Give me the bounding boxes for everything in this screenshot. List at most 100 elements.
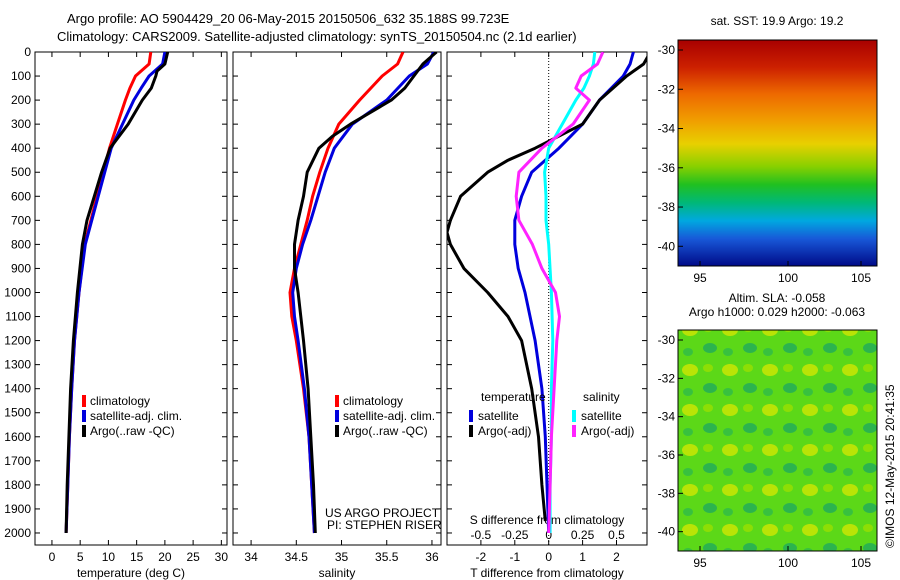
- series-line-argo-raw-qc-: [293, 52, 438, 534]
- x-tick-label: 35.5: [375, 550, 399, 564]
- map-x-tick-label: 95: [693, 271, 707, 285]
- x-tick-label: 36: [425, 550, 439, 564]
- y-tick-label: 1000: [4, 285, 31, 299]
- y-tick-label: 1200: [4, 334, 31, 348]
- map-frame: [677, 39, 878, 267]
- y-tick-label: 0: [24, 45, 31, 59]
- y-tick-label: 700: [11, 213, 31, 227]
- x-axis-label: temperature (deg C): [77, 566, 185, 580]
- x2-tick-label: -0.25: [501, 528, 529, 542]
- sla-map-subtitle: Argo h1000: 0.029 h2000: -0.063: [689, 305, 865, 319]
- legend-entry: Argo(..raw -QC): [90, 424, 175, 438]
- project-label: US ARGO PROJECT: [325, 506, 440, 520]
- series-line-argo-adj-: [447, 54, 647, 522]
- y-tick-label: 2000: [4, 526, 31, 540]
- x-axis-label: T difference from climatology: [470, 566, 624, 580]
- legend-swatch: [82, 410, 86, 422]
- x-tick-label: 0: [545, 550, 552, 564]
- map-x-tick-label: 100: [778, 556, 798, 570]
- figure-title-line2: Climatology: CARS2009. Satellite-adjuste…: [57, 29, 577, 44]
- legend-entry: satellite: [478, 409, 519, 423]
- y-tick-label: 1100: [5, 310, 31, 324]
- legend-entry: satellite: [581, 409, 622, 423]
- x-tick-label: 1: [579, 550, 586, 564]
- y-tick-label: 1600: [4, 430, 31, 444]
- plot-frame: [34, 51, 228, 546]
- y-tick-label: 300: [11, 117, 31, 131]
- x-tick-label: 20: [158, 550, 172, 564]
- x-tick-label: 34.5: [285, 550, 309, 564]
- y-tick-label: 200: [11, 93, 31, 107]
- y-tick-label: 1800: [4, 478, 31, 492]
- map-frame: [677, 329, 878, 552]
- y-tick-label: 1700: [4, 454, 31, 468]
- legend-entry: climatology: [90, 394, 150, 408]
- map-y-tick-label: -36: [658, 161, 676, 175]
- legend-entry: Argo(-adj): [478, 424, 531, 438]
- x2-tick-label: 0.5: [608, 528, 625, 542]
- figure-title-line1: Argo profile: AO 5904429_20 06-May-2015 …: [67, 11, 510, 26]
- plot-frame: [232, 51, 442, 546]
- map-y-tick-label: -32: [658, 371, 676, 385]
- legend-swatch: [335, 395, 339, 407]
- legend-swatch: [335, 410, 339, 422]
- legend-swatch: [82, 425, 86, 437]
- legend-entry: Argo(..raw -QC): [343, 424, 428, 438]
- legend-entry: Argo(-adj): [581, 424, 634, 438]
- x2-tick-label: -0.5: [471, 528, 492, 542]
- y-tick-label: 1300: [4, 358, 31, 372]
- sla-map-title: Altim. SLA: -0.058: [729, 291, 826, 305]
- legend-entry: satellite-adj. clim.: [90, 409, 182, 423]
- y-tick-label: 1400: [4, 382, 31, 396]
- panel-salinity-profile: 34 34.5 35 35.5 36 salinity climatologysatelli…: [232, 51, 442, 580]
- map-x-tick-label: 105: [851, 271, 871, 285]
- x-tick-label: 30: [215, 550, 229, 564]
- x-tick-label: -2: [476, 550, 487, 564]
- x2-tick-label: 0: [545, 528, 552, 542]
- map-x-tick-label: 105: [851, 556, 871, 570]
- map-y-tick-label: -34: [658, 122, 676, 136]
- y-tick-label: 500: [11, 165, 31, 179]
- map-y-tick-label: -38: [658, 486, 676, 500]
- y-tick-label: 900: [11, 261, 31, 275]
- panel-difference-profile: -2 -1 0 1 2 T difference from climatology -0.5…: [446, 51, 648, 580]
- x2-tick-label: 0.25: [571, 528, 595, 542]
- pi-label: PI: STEPHEN RISER: [327, 518, 442, 532]
- x-tick-label: 5: [77, 550, 84, 564]
- x-tick-label: -1: [509, 550, 520, 564]
- map-field: [678, 40, 877, 266]
- y-tick-label: 800: [11, 237, 31, 251]
- x-tick-label: 0: [49, 550, 56, 564]
- legend-swatch: [469, 425, 473, 437]
- map-y-tick-label: -40: [658, 525, 676, 539]
- y-tick-label: 400: [11, 141, 31, 155]
- x-tick-label: 2: [613, 550, 620, 564]
- x-tick-label: 15: [130, 550, 144, 564]
- map-y-tick-label: -36: [658, 448, 676, 462]
- series-line-argo-adj-: [514, 52, 605, 534]
- map-x-tick-label: 95: [693, 556, 707, 570]
- series-line-argo-raw-qc-: [64, 52, 170, 534]
- sst-map: 95 100 105 -30 -32 -34 -36 -38 -40 sat. SST: 19.9…: [658, 14, 878, 285]
- legend-group-temperature: temperature: [481, 390, 546, 404]
- x-axis-label: salinity: [319, 566, 356, 580]
- map-y-tick-label: -34: [658, 410, 676, 424]
- credit-label: ©IMOS 12-May-2015 20:41:35: [883, 384, 897, 548]
- map-y-tick-label: -32: [658, 82, 676, 96]
- x-tick-label: 35: [335, 550, 349, 564]
- legend-swatch: [335, 425, 339, 437]
- series-line-satellite-adj-clim-: [64, 52, 167, 534]
- map-y-tick-label: -30: [658, 43, 676, 57]
- x-tick-label: 10: [102, 550, 116, 564]
- panel-temperature-profile: 0 5 10 15 20 25 30 temperature (deg C) 0 100 200 30…: [4, 45, 228, 580]
- legend-swatch: [82, 395, 86, 407]
- x-tick-label: 34: [244, 550, 258, 564]
- map-field: [678, 330, 877, 551]
- legend-swatch: [572, 425, 576, 437]
- map-y-tick-label: -40: [658, 239, 676, 253]
- series-line-satellite: [543, 52, 597, 533]
- y-tick-label: 1500: [4, 406, 31, 420]
- sst-map-title: sat. SST: 19.9 Argo: 19.2: [711, 14, 844, 28]
- plot-frame: [446, 51, 648, 546]
